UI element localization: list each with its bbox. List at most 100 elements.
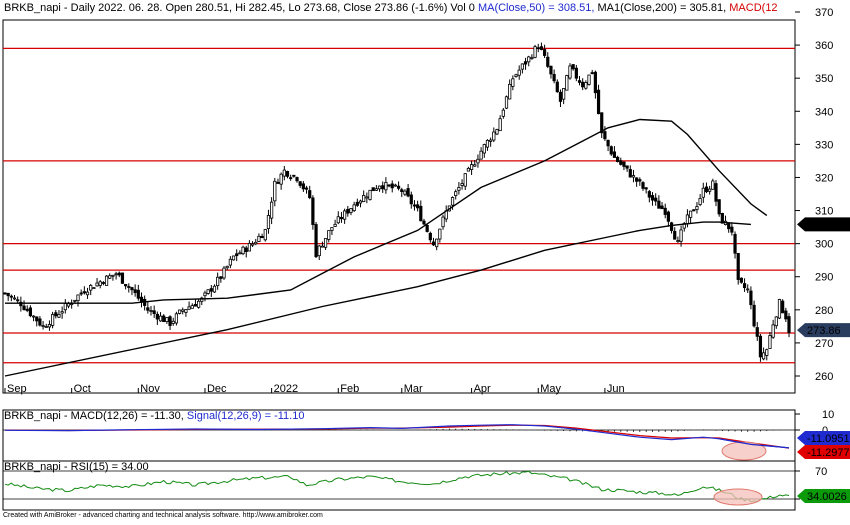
candle-body	[438, 228, 442, 240]
candle-body	[171, 320, 175, 324]
candle-body	[473, 164, 477, 167]
ma200-line	[4, 221, 751, 377]
candle-body	[758, 335, 763, 358]
candle-body	[406, 188, 410, 197]
candle-body	[343, 210, 347, 220]
candle-body	[231, 255, 236, 261]
candle-body	[12, 297, 17, 300]
candle-body	[158, 315, 163, 322]
rsi-value-badge	[797, 489, 850, 503]
candle-body	[114, 273, 118, 276]
candle-body	[127, 286, 131, 288]
candle-body	[92, 287, 96, 290]
candle-body	[546, 56, 550, 67]
candle-body	[301, 183, 305, 190]
candle-body	[117, 272, 121, 276]
candle-body	[35, 316, 39, 322]
x-tick-label: May	[540, 383, 561, 395]
candle-body	[247, 242, 252, 252]
candle-body	[492, 131, 496, 141]
candle-body	[727, 222, 731, 230]
price-panel: 260 270 280 290 300 310 320 330 340 350 360 370 Sep O…	[2, 7, 850, 395]
x-tick-label: Apr	[474, 383, 491, 395]
y-tick-label: 340	[815, 106, 833, 118]
candle-body	[625, 165, 629, 169]
candle-body	[219, 276, 223, 279]
candle-body	[403, 190, 407, 195]
candle-body	[628, 169, 632, 178]
candle-body	[650, 195, 655, 201]
candle-body	[365, 196, 369, 199]
candle-body	[720, 213, 724, 224]
x-tick-label: 2022	[274, 383, 298, 395]
candle-body	[349, 208, 353, 213]
candle-body	[581, 81, 585, 88]
candle-body	[266, 215, 271, 229]
candle-body	[489, 139, 493, 142]
ma200-value-badge-text: 305.813	[807, 219, 847, 231]
candle-body	[647, 191, 651, 198]
candle-body	[416, 204, 420, 209]
candle-body	[250, 243, 255, 246]
candle-body	[466, 167, 471, 172]
candle-body	[657, 200, 661, 209]
candle-body	[501, 109, 505, 117]
candle-body	[504, 96, 509, 109]
candle-body	[676, 240, 680, 243]
macd-line	[4, 424, 790, 449]
candle-body	[711, 180, 715, 190]
candle-body	[584, 82, 588, 89]
y-tick-label: 350	[815, 73, 833, 85]
candle-body	[323, 238, 328, 248]
candle-body	[352, 204, 356, 212]
candle-body	[606, 139, 610, 147]
candle-body	[612, 151, 617, 158]
y-tick-label: 280	[815, 305, 833, 317]
candle-body	[304, 187, 309, 190]
candle-body	[565, 75, 569, 91]
candle-body	[181, 309, 185, 312]
candle-body	[622, 161, 626, 167]
y-tick-label: 360	[815, 40, 833, 52]
ma50-line	[5, 118, 768, 304]
candle-body	[689, 210, 693, 218]
candle-body	[511, 78, 515, 87]
macd-y-label: 10	[822, 409, 834, 421]
candle-body	[428, 232, 432, 241]
candle-body	[742, 283, 747, 289]
candle-body	[295, 177, 299, 182]
candle-body	[279, 173, 283, 185]
candle-body	[225, 265, 229, 269]
candle-body	[746, 288, 750, 291]
candle-body	[774, 316, 778, 327]
candle-body	[273, 180, 277, 202]
candle-body	[498, 118, 502, 132]
macd-value-badge	[797, 431, 850, 445]
candle-body	[336, 216, 340, 224]
y-tick-label: 290	[815, 272, 833, 284]
candle-body	[57, 314, 61, 318]
candle-body	[31, 315, 36, 318]
ohlc-info-text: Daily 2022. 06. 28. Open 280.51, Hi 282.…	[71, 2, 475, 14]
candle-body	[165, 317, 169, 322]
candle-body	[108, 275, 112, 279]
candle-body	[162, 315, 166, 323]
candle-body	[533, 46, 537, 58]
ma200-legend: MA1(Close,200) = 305.81,	[597, 2, 726, 14]
x-tick-label: Mar	[404, 383, 423, 395]
candle-body	[562, 88, 566, 100]
candle-body	[362, 195, 366, 202]
candle-body	[419, 205, 423, 222]
candle-body	[282, 169, 286, 177]
candle-body	[422, 220, 426, 225]
candle-body	[206, 289, 210, 294]
candle-body	[139, 296, 144, 303]
candle-body	[38, 318, 42, 326]
candle-body	[238, 252, 242, 255]
candle-body	[552, 74, 556, 82]
candle-body	[3, 292, 7, 295]
candle-body	[476, 158, 480, 164]
candle-body	[209, 288, 213, 292]
candle-body	[400, 189, 404, 192]
candle-body	[85, 291, 90, 296]
